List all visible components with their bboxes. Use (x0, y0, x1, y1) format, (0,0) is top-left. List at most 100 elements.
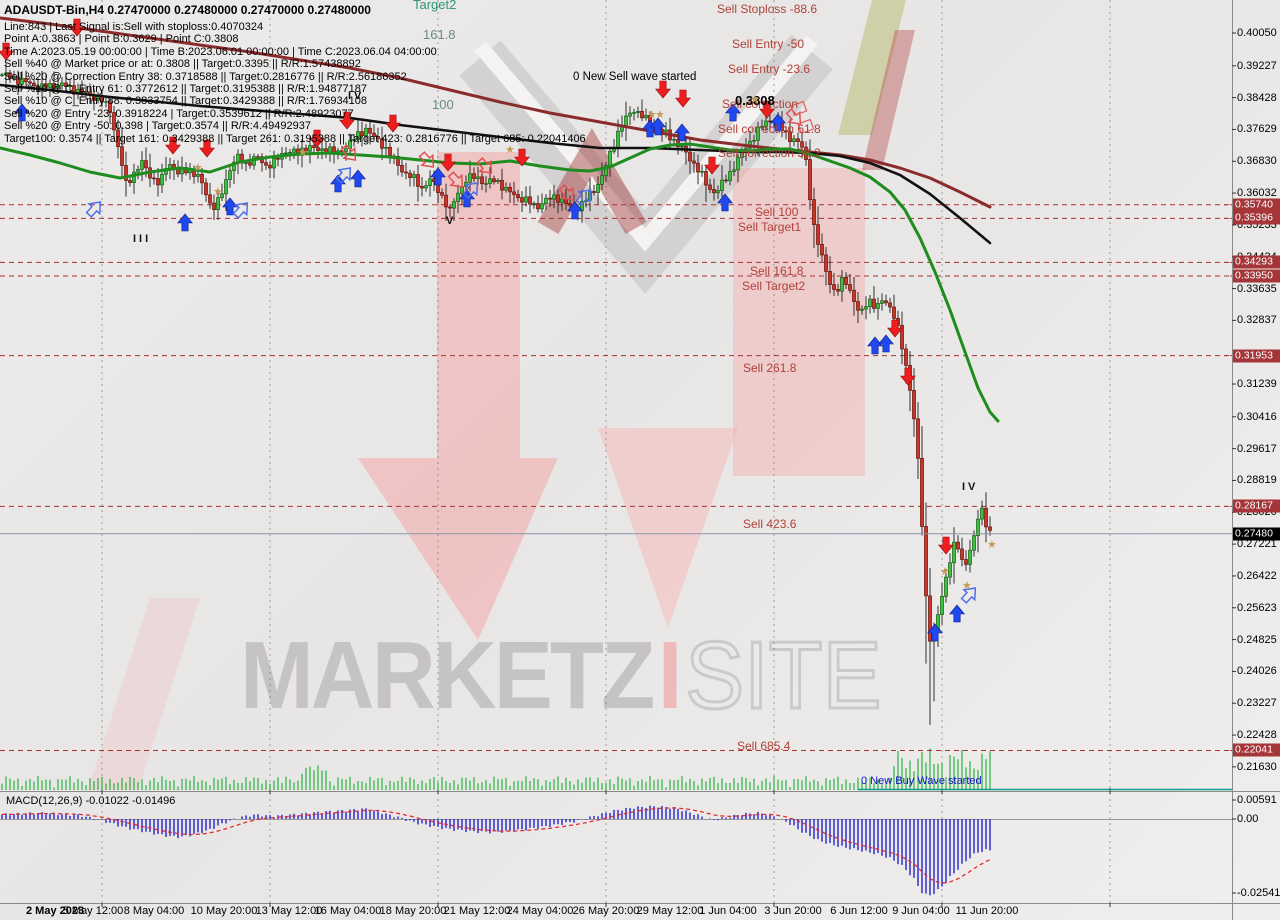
candle-body (176, 168, 180, 175)
time-axis-label: 8 May 04:00 (123, 905, 185, 917)
candle-body (220, 193, 224, 199)
price-axis-value: 0.28819 (1237, 474, 1277, 487)
candle-body (716, 190, 720, 194)
candle-body (956, 541, 960, 550)
hollow-down-arrow-icon (476, 157, 493, 174)
candle-body (488, 178, 492, 184)
price-axis-value: 0.37629 (1237, 123, 1277, 136)
sell-signal-arrow-icon (675, 89, 691, 108)
candle-body (832, 284, 836, 290)
candle-body (868, 298, 872, 308)
candle-body (212, 202, 216, 211)
candle-body (920, 458, 924, 527)
candle-body (56, 85, 60, 89)
candle-body (48, 83, 52, 88)
candle-body (708, 184, 712, 190)
candle-body (552, 194, 556, 200)
buy-signal-arrow-icon (650, 117, 666, 136)
hollow-down-arrow-icon (418, 151, 435, 168)
candle-body (304, 147, 308, 152)
sell-level-label: Sell Entry -23.6 (728, 62, 811, 76)
sell-level-label: Sell 423.6 (743, 517, 797, 531)
price-axis-value: 0.23227 (1237, 697, 1277, 710)
candle-body (128, 180, 132, 183)
candle-body (516, 194, 520, 198)
elliott-wave-marker: IV (962, 481, 979, 493)
hollow-down-arrow-icon (340, 144, 357, 161)
macd-signal-value: -0.01496 (131, 795, 176, 807)
time-axis-label: 21 May 12:00 (443, 905, 511, 917)
sell-level-label: Sell correction 38.2 (718, 146, 821, 160)
candle-body (104, 101, 108, 103)
chart-symbol-title: ADAUSDT-Bin,H4 0.27470000 0.27480000 0.2… (4, 3, 371, 17)
candle-body (424, 185, 428, 189)
candle-body (52, 83, 56, 89)
candle-body (388, 146, 392, 157)
candle-body (976, 518, 980, 537)
watermark-red-chevron (537, 128, 647, 235)
candle-body (928, 595, 932, 642)
info-line: Sell %40 @ Market price or at: 0.3808 ||… (4, 58, 361, 71)
candle-body (856, 301, 860, 311)
candle-body (892, 306, 896, 319)
sell-signal-arrow-icon (655, 80, 671, 99)
candle-body (824, 254, 828, 272)
info-line: Sell %10 @ C_Entry 88: 0.3833754 || Targ… (4, 95, 368, 108)
ma-line-fast (0, 142, 1000, 423)
candle-body (256, 156, 260, 158)
star-marker-icon: ★ (193, 162, 203, 174)
candle-body (372, 132, 376, 137)
sell-signal-arrow-icon (339, 111, 355, 130)
candle-body (568, 203, 572, 206)
trade-box-marker-icon (797, 118, 815, 135)
hollow-up-arrow-icon (960, 587, 977, 604)
price-axis-value: 0.25623 (1237, 601, 1277, 614)
candle-body (540, 203, 544, 210)
candle-body (820, 244, 824, 256)
candle-body (692, 160, 696, 164)
candle-body (336, 150, 340, 153)
star-marker-icon: ★ (655, 109, 665, 121)
candle-body (448, 206, 452, 209)
candle-body (520, 197, 524, 203)
candle-body (156, 178, 160, 186)
candle-body (484, 183, 488, 185)
sell-level-label: Sell Entry -50 (732, 37, 805, 51)
candle-body (152, 177, 156, 180)
buy-signal-arrow-icon (927, 623, 943, 642)
buy-signal-arrow-icon (867, 336, 883, 355)
time-axis-label: 9 Jun 04:00 (892, 905, 950, 917)
watermark-pink-arrow-center (598, 428, 738, 628)
candle-body (368, 127, 372, 134)
price-axis-value: 0.40050 (1237, 26, 1277, 39)
candle-body (244, 162, 248, 164)
hollow-down-arrow-icon (447, 171, 464, 188)
star-marker-icon: ★ (505, 144, 515, 156)
candle-body (904, 348, 908, 366)
candle-body (900, 325, 904, 350)
info-line: Sell %20 @ Entry -50: 0.398 | Target:0.3… (4, 120, 311, 133)
candle-body (704, 171, 708, 186)
candle-body (536, 203, 540, 210)
star-marker-icon: ★ (987, 539, 997, 551)
watermark-word-right: SITE (684, 622, 883, 729)
candle-body (24, 78, 28, 83)
sell-signal-arrow-icon (759, 100, 775, 119)
sell-level-price-tag: 0.33950 (1233, 269, 1280, 283)
candle-body (768, 120, 772, 123)
candle-body (852, 289, 856, 302)
candle-body (532, 203, 536, 205)
candle-body (44, 83, 48, 88)
macd-axis-value: 0.00591 (1237, 794, 1277, 806)
watermark-pink-bar-right (733, 168, 865, 476)
candle-body (476, 176, 480, 179)
candle-body (136, 169, 140, 173)
candle-body (16, 76, 20, 85)
star-marker-icon: ★ (750, 94, 760, 106)
info-line: Sell %20 @ Correction Entry 38: 0.371858… (4, 70, 407, 83)
price-axis-value: 0.27221 (1237, 538, 1277, 551)
candle-body (672, 139, 676, 141)
candle-body (924, 526, 928, 597)
